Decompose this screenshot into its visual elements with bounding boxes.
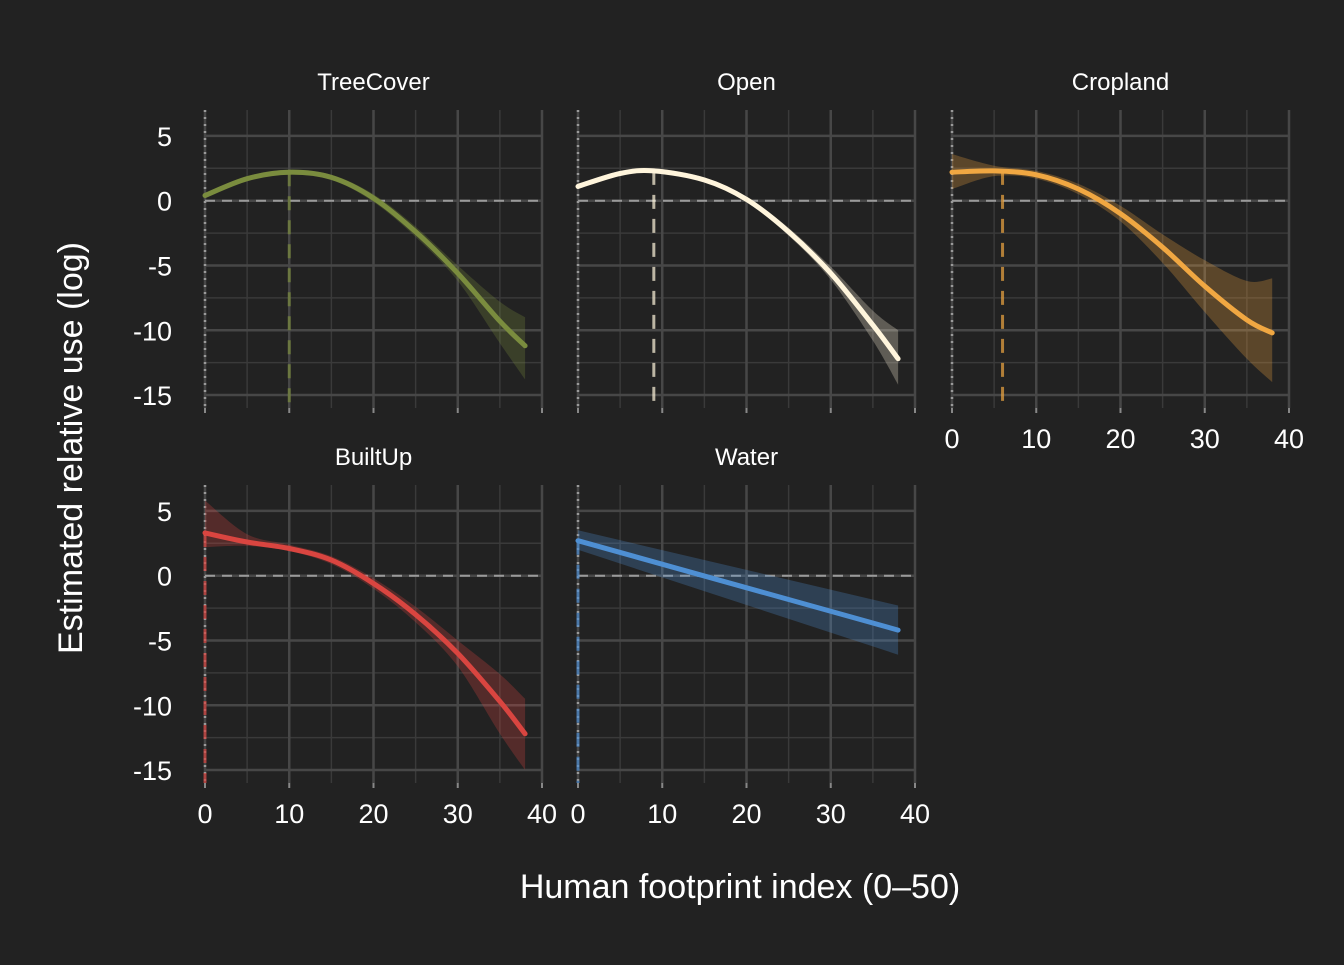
panel-title: Water — [715, 444, 778, 471]
y-tick-label: 5 — [157, 122, 172, 152]
series-line-cropland — [949, 168, 1275, 336]
series-line-builtup — [202, 530, 528, 737]
y-tick-label: 0 — [157, 187, 172, 217]
y-tick-label: 5 — [157, 497, 172, 527]
x-tick-label: 10 — [1021, 424, 1051, 454]
series-line-open — [575, 167, 901, 362]
series-line-treecover — [202, 169, 528, 349]
panel-title: BuiltUp — [335, 444, 412, 471]
y-tick-label: -15 — [133, 381, 172, 411]
panel-title: Cropland — [1072, 69, 1169, 96]
x-tick-label: 0 — [570, 799, 585, 829]
x-tick-label: 40 — [900, 799, 930, 829]
x-tick-label: 30 — [1190, 424, 1220, 454]
y-axis-title: Estimated relative use (log) — [52, 242, 90, 654]
panel-title: TreeCover — [317, 69, 429, 96]
x-tick-label: 30 — [443, 799, 473, 829]
panel-water: Water 0 10 20 30 40 — [570, 444, 930, 829]
y-tick-label: -5 — [148, 626, 172, 656]
y-tick-label: -10 — [133, 691, 172, 721]
x-tick-label: 20 — [358, 799, 388, 829]
panel-open: Open — [575, 69, 917, 413]
y-tick-label: 0 — [157, 562, 172, 592]
panel-cropland: Cropland 0 10 20 30 40 — [944, 69, 1304, 454]
x-tick-label: 20 — [1105, 424, 1135, 454]
y-tick-label: -5 — [148, 251, 172, 281]
confidence-ribbon — [578, 530, 899, 655]
panel-treecover: TreeCover 5 0 -5 -10 -15 — [133, 69, 544, 413]
x-tick-label: 20 — [731, 799, 761, 829]
panel-title: Open — [717, 69, 776, 96]
x-tick-label: 10 — [647, 799, 677, 829]
y-tick-label: -15 — [133, 756, 172, 786]
confidence-ribbon — [952, 154, 1273, 383]
x-axis-title: Human footprint index (0–50) — [520, 868, 960, 906]
x-tick-label: 40 — [1274, 424, 1304, 454]
x-tick-label: 0 — [197, 799, 212, 829]
x-tick-label: 0 — [944, 424, 959, 454]
x-tick-label: 40 — [527, 799, 557, 829]
x-tick-label: 30 — [816, 799, 846, 829]
panels-layer: TreeCover 5 0 -5 -10 -15 Open Cropland 0 10 20 30 40… — [133, 69, 1304, 829]
x-tick-label: 10 — [274, 799, 304, 829]
y-tick-label: -10 — [133, 316, 172, 346]
series-line-water — [575, 538, 901, 633]
